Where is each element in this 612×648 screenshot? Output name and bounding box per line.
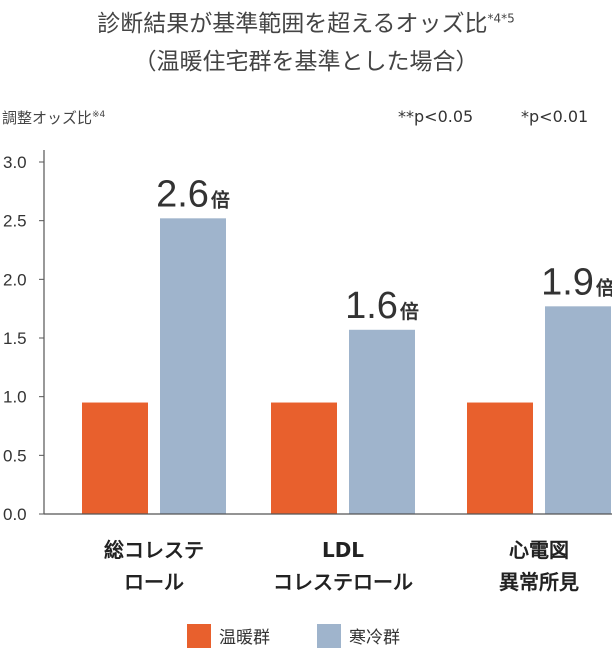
chart-subtitle: （温暖住宅群を基準とした場合） [133,49,479,75]
category-label: ロール [124,570,184,594]
bar-annotation: 1.9 倍 [541,261,612,303]
bar-annotation: 2.6 倍 [156,173,230,215]
y-tick-label: 3.0 [3,153,27,172]
y-tick-label: 1.5 [3,329,27,348]
y-tick-label: 0.0 [3,505,27,524]
y-tick-label: 0.5 [3,446,27,465]
significance-note-p05: **p<0.05 [398,107,474,126]
legend-item-warm: 温暖群 [187,623,270,648]
y-tick-label: 2.5 [3,212,27,231]
y-tick-label: 1.0 [3,388,27,407]
legend-item-cold: 寒冷群 [317,623,400,648]
bar-warm-1 [271,402,337,514]
legend-swatch-warm [187,623,211,648]
chart-title: 診断結果が基準範囲を超えるオッズ比*4*5 [0,4,612,38]
y-axis-title-text: 調整オッズ比 [2,109,93,127]
legend-label-cold: 寒冷群 [349,628,400,648]
bar-warm-0 [82,402,148,514]
category-label: 異常所見 [499,570,579,594]
y-tick-label: 2.0 [3,270,27,289]
category-label: 心電図 [509,538,569,562]
y-axis-title-footnote: ※4 [92,110,106,120]
bar-cold-1 [349,329,415,514]
category-label: LDL [322,538,364,562]
chart-title-text: 診断結果が基準範囲を超えるオッズ比 [97,11,488,37]
bar-warm-2 [467,402,533,514]
significance-note-p01: *p<0.01 [521,107,589,126]
category-label: 総コレステ [104,538,204,562]
chart-title-footnote: *4*5 [487,11,515,26]
legend-swatch-cold [317,623,341,648]
bar-cold-2 [545,306,611,514]
legend-label-warm: 温暖群 [219,628,270,648]
y-axis-title: 調整オッズ比※4 [2,107,105,128]
category-label: コレステロール [273,570,413,594]
bar-annotation: 1.6 倍 [345,285,419,327]
bar-cold-0 [160,218,226,514]
